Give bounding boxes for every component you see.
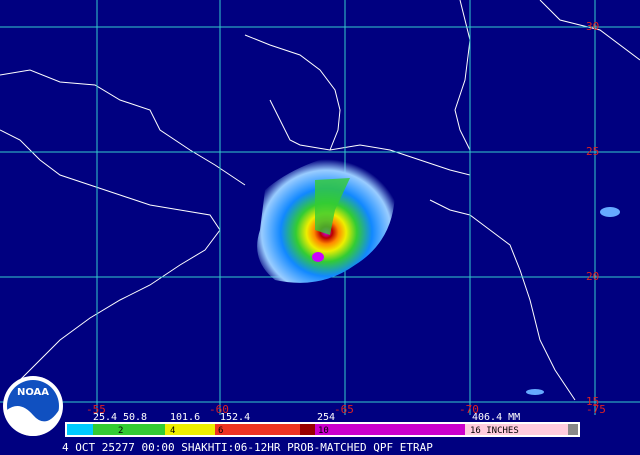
mm-label: 50.8 — [123, 412, 147, 423]
logo-text: NOAA — [17, 387, 49, 398]
noaa-logo: NOAA — [3, 376, 63, 436]
caption: 4 OCT 25277 00:00 SHAKHTI:06-12HR PROB-M… — [62, 441, 433, 454]
latitude-labels: 30 25 20 15 — [586, 20, 599, 408]
inch-label: 4 — [170, 426, 175, 436]
lon-label: -70 — [459, 403, 479, 416]
mm-label: 101.6 — [170, 412, 200, 423]
lat-label: 25 — [586, 145, 599, 158]
inch-label: 2 — [118, 426, 123, 436]
longitude-labels: -55 -60 -65 -70 -75 — [86, 403, 606, 416]
lon-label: -55 — [86, 403, 106, 416]
lon-label: -75 — [586, 403, 606, 416]
rainfall — [257, 150, 620, 395]
inch-label: 16 INCHES — [470, 426, 519, 436]
lon-label: -65 — [334, 403, 354, 416]
inch-label: 6 — [218, 426, 223, 436]
lat-label: 20 — [586, 270, 599, 283]
color-scale: 25.4 50.8 101.6 152.4 254 406.4 MM 2 4 6… — [65, 412, 580, 437]
mm-label: 254 — [317, 412, 335, 423]
coastlines — [0, 0, 640, 401]
lat-label: 30 — [586, 20, 599, 33]
lat-label: 15 — [586, 395, 599, 408]
mm-label: 152.4 — [220, 412, 250, 423]
mm-label: 25.4 — [93, 412, 117, 423]
lon-label: -60 — [209, 403, 229, 416]
inch-label: 10 — [318, 426, 329, 436]
mm-label: 406.4 MM — [472, 412, 520, 423]
